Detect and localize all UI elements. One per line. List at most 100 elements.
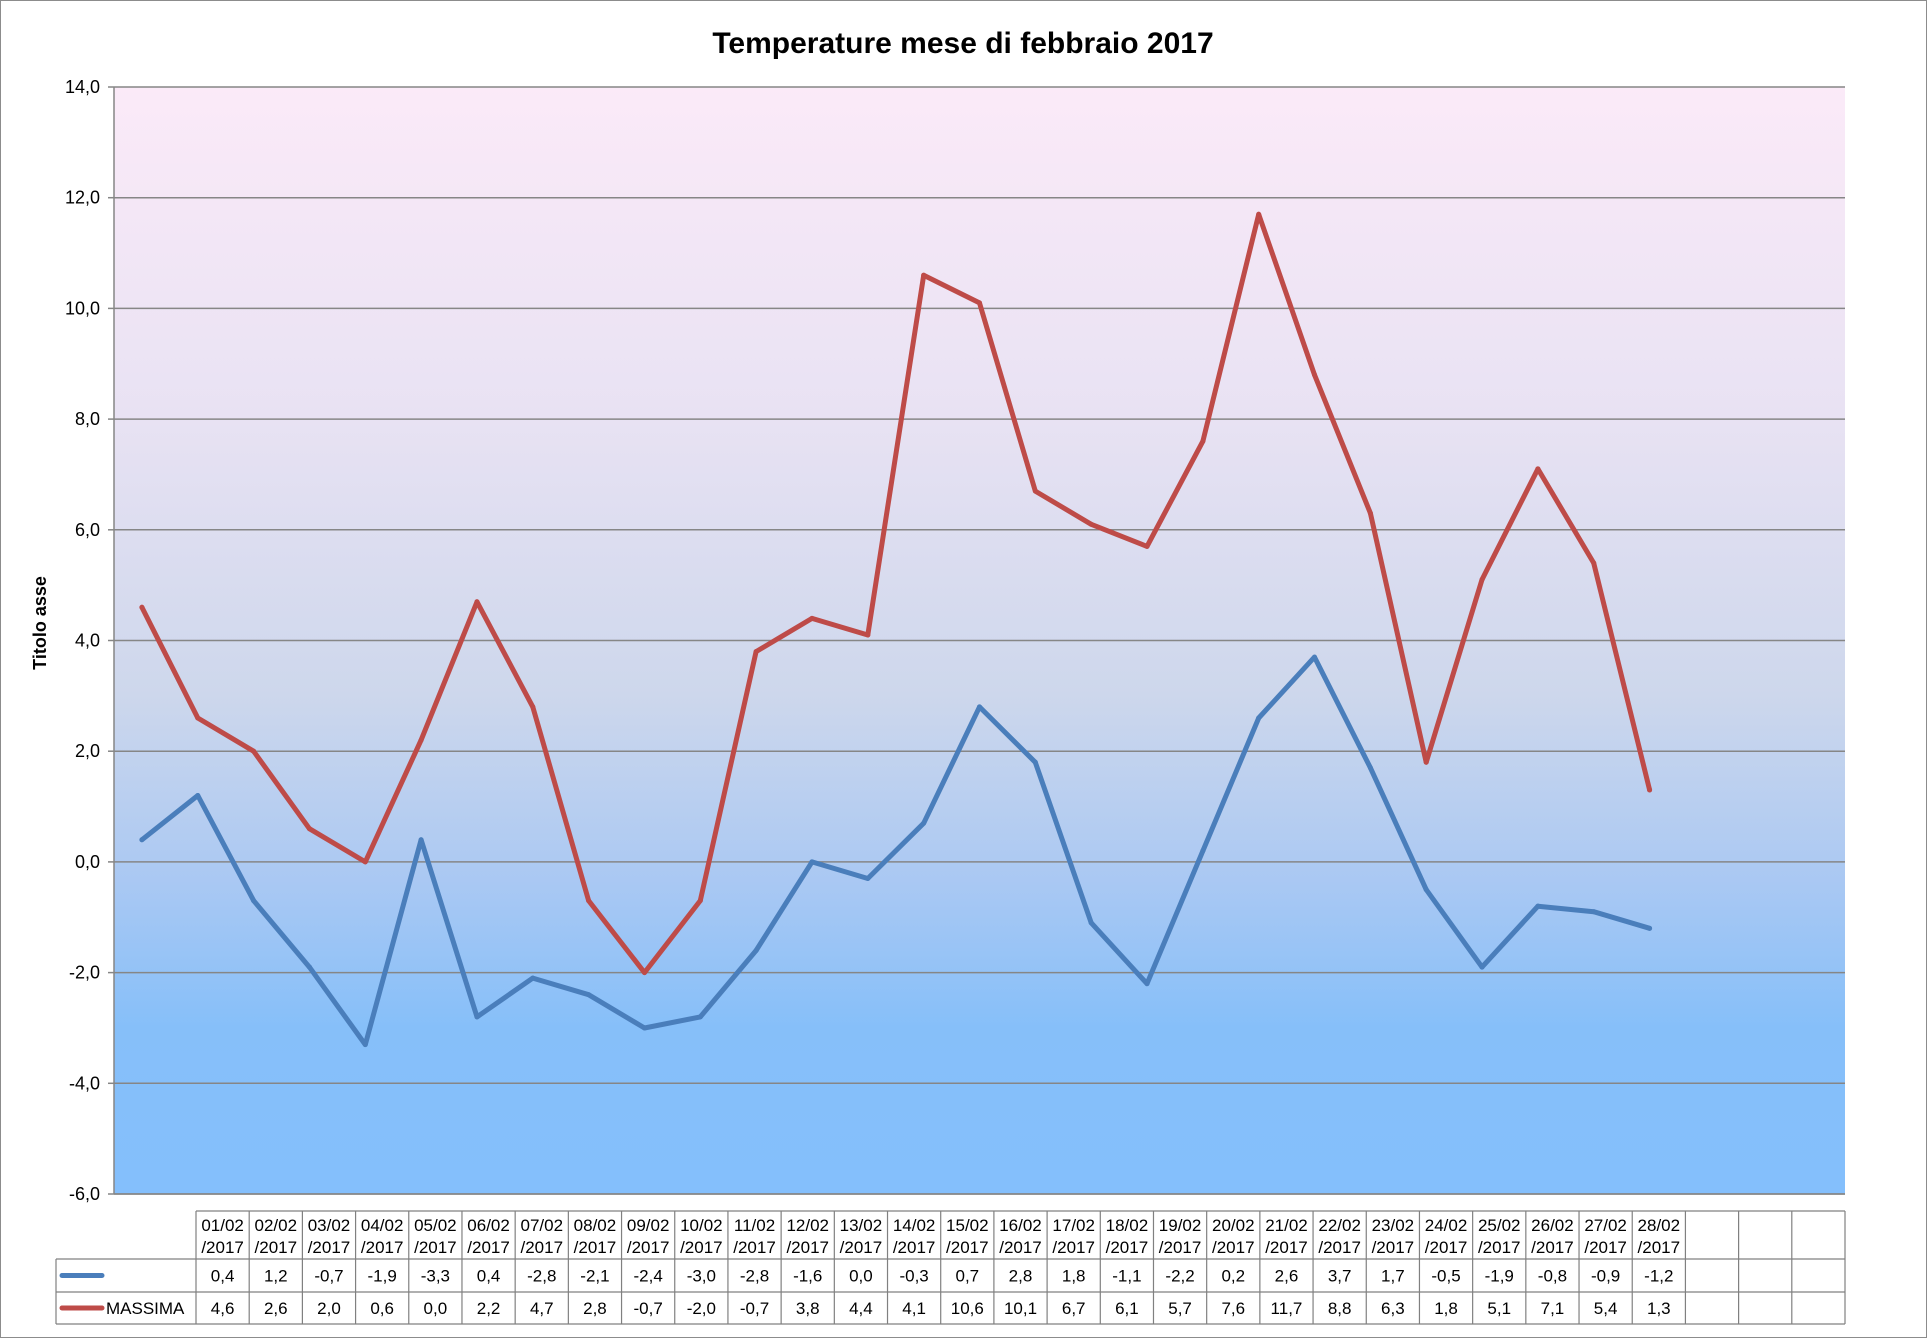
x-tick-label: 03/02/2017 [308, 1216, 351, 1257]
data-point [1312, 654, 1318, 660]
y-tick-label: 4,0 [75, 631, 100, 651]
chart-title: Temperature mese di febbraio 2017 [712, 27, 1213, 60]
data-point [1479, 964, 1485, 970]
table-cell: 0,0 [424, 1299, 448, 1318]
table-cell: 2,0 [317, 1299, 341, 1318]
x-tick-label: 07/02/2017 [520, 1216, 563, 1257]
table-cell: 0,0 [849, 1267, 873, 1286]
x-tick-label: 20/02/2017 [1212, 1216, 1255, 1257]
data-point [474, 1014, 480, 1020]
table-cell: 4,7 [530, 1299, 554, 1318]
data-point [809, 615, 815, 621]
table-cell: -0,8 [1538, 1267, 1567, 1286]
table-cell: -2,2 [1165, 1267, 1194, 1286]
data-point [530, 704, 536, 710]
data-point [977, 704, 982, 710]
grid-lines [108, 86, 1845, 1195]
table-cell: 7,1 [1541, 1299, 1565, 1318]
y-axis-label: Titolo asse [30, 576, 50, 670]
table-cell: -1,6 [793, 1267, 822, 1286]
x-tick-label: 25/02/2017 [1478, 1216, 1521, 1257]
table-cell: 1,7 [1381, 1267, 1405, 1286]
x-tick-label: 16/02/2017 [999, 1216, 1042, 1257]
table-cell: -1,2 [1644, 1267, 1673, 1286]
legend-label-1: MASSIMA [106, 1299, 185, 1318]
table-cell: 1,2 [264, 1267, 288, 1286]
table-cell: -0,7 [314, 1267, 343, 1286]
x-tick-label: 06/02/2017 [467, 1216, 510, 1257]
table-cell: 3,7 [1328, 1267, 1352, 1286]
table-cell: 0,2 [1221, 1267, 1245, 1286]
data-point [1088, 920, 1094, 926]
data-point [809, 859, 815, 865]
data-point [753, 947, 759, 953]
data-point [1088, 521, 1094, 527]
data-point [641, 1025, 647, 1031]
data-point [1535, 466, 1541, 472]
data-point [1032, 759, 1038, 765]
data-point [1256, 211, 1262, 217]
x-tick-label: 22/02/2017 [1318, 1216, 1361, 1257]
table-cell: 11,7 [1271, 1299, 1303, 1318]
data-point [977, 300, 982, 306]
x-tick-label: 12/02/2017 [786, 1216, 829, 1257]
data-point [418, 737, 424, 743]
data-point [865, 876, 871, 882]
x-tick-label: 09/02/2017 [627, 1216, 670, 1257]
y-tick-label: 2,0 [75, 741, 100, 761]
table-cell: 2,6 [264, 1299, 288, 1318]
table-cell: -0,7 [633, 1299, 662, 1318]
data-point [1479, 577, 1485, 583]
data-point [1200, 848, 1206, 854]
data-point [139, 837, 145, 843]
data-point [1647, 925, 1653, 931]
series-line-0 [139, 654, 1653, 1048]
y-tick-labels: -6,0 -4,0 -2,0 0,0 2,0 4,0 6,0 8,0 10,0 12,0 14,0 [65, 77, 100, 1204]
table-cell: 1,8 [1062, 1267, 1086, 1286]
table-cell: 1,8 [1434, 1299, 1458, 1318]
data-point [1367, 765, 1373, 771]
table-cell: 5,1 [1487, 1299, 1511, 1318]
data-point [586, 898, 592, 904]
x-tick-label: 26/02/2017 [1531, 1216, 1574, 1257]
data-point [1423, 759, 1429, 765]
table-cell: 0,4 [211, 1267, 235, 1286]
table-cell: -2,8 [740, 1267, 769, 1286]
data-point [195, 792, 201, 798]
x-tick-label: 14/02/2017 [893, 1216, 936, 1257]
series-lines [139, 211, 1653, 1048]
table-cell: -3,0 [687, 1267, 716, 1286]
data-point [195, 715, 201, 721]
data-point [306, 826, 312, 832]
x-tick-label: 08/02/2017 [574, 1216, 617, 1257]
data-point [1367, 510, 1373, 516]
table-cell: 2,6 [1275, 1267, 1299, 1286]
table-cell: -2,8 [527, 1267, 556, 1286]
x-tick-label: 27/02/2017 [1584, 1216, 1627, 1257]
data-point [474, 599, 480, 605]
y-tick-label: -4,0 [69, 1073, 100, 1093]
data-point [697, 1014, 703, 1020]
table-cell: 0,4 [477, 1267, 501, 1286]
x-tick-label: 13/02/2017 [840, 1216, 883, 1257]
data-table: 01/02/2017 02/02/201703/02/201704/02/2017… [55, 1210, 1846, 1325]
data-point [1032, 488, 1038, 494]
data-point [753, 649, 759, 655]
y-tick-label: 6,0 [75, 520, 100, 540]
table-cell: 2,8 [1009, 1267, 1033, 1286]
data-point [1647, 787, 1653, 793]
x-tick-label: 24/02/2017 [1425, 1216, 1468, 1257]
x-tick-label: 17/02/2017 [1052, 1216, 1095, 1257]
y-tick-label: 8,0 [75, 409, 100, 429]
y-tick-label: 10,0 [65, 298, 100, 318]
data-point [1423, 887, 1429, 893]
x-tick-label: 11/02/2017 [733, 1216, 776, 1257]
series-line-1 [139, 211, 1653, 976]
data-point [362, 1042, 368, 1048]
data-point [1144, 981, 1150, 987]
table-cell: 10,6 [951, 1299, 984, 1318]
x-tick-label: 23/02/2017 [1372, 1216, 1415, 1257]
data-point [641, 970, 647, 976]
table-cell: -2,4 [633, 1267, 662, 1286]
